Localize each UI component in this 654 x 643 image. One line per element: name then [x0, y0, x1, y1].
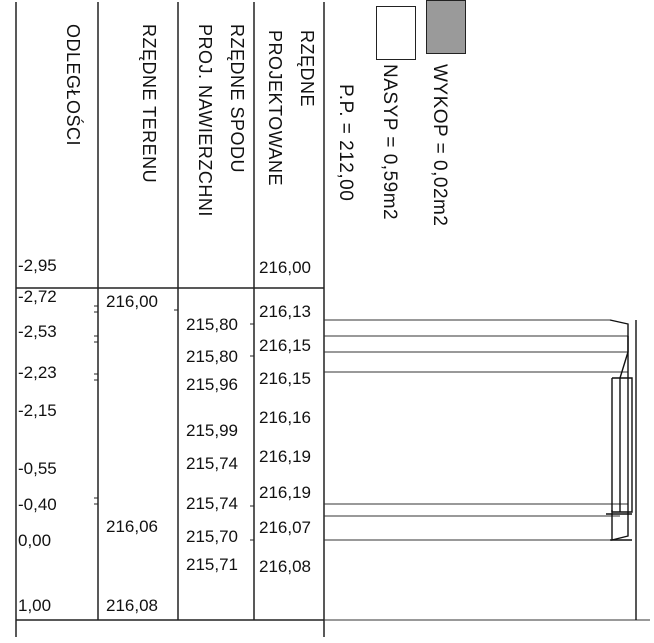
projected-value: 216,16: [259, 408, 311, 427]
distance-value: 0,00: [18, 531, 52, 550]
terrain-value: 216,06: [106, 517, 158, 536]
projected-value: 216,19: [259, 483, 311, 502]
projected-value: 216,13: [259, 302, 311, 321]
terrain-value: 216,08: [106, 596, 158, 615]
spod-value: 215,70: [186, 527, 238, 546]
header-spod-line2: PROJ. NAWIERZCHNI: [195, 24, 215, 217]
header-proj-line2: PROJEKTOWANE: [265, 30, 285, 187]
spod-value: 215,99: [186, 421, 238, 440]
spod-value: 215,74: [186, 454, 238, 473]
nasyp-swatch: [376, 6, 416, 60]
wykop-swatch: [426, 0, 466, 54]
legend-pp: P.P. = 212,00: [335, 84, 356, 202]
projected-value: 216,15: [259, 369, 311, 388]
spod-value: 215,96: [186, 375, 238, 394]
header-proj-line1: RZĘDNE: [297, 30, 317, 108]
spod-value: 215,74: [186, 494, 238, 513]
distance-value: -2,95: [18, 256, 57, 275]
projected-value: 216,08: [259, 557, 311, 576]
distance-value: -0,55: [18, 459, 57, 478]
projected-value: 216,15: [259, 336, 311, 355]
distance-value: -2,72: [18, 287, 57, 306]
spod-value: 215,80: [186, 315, 238, 334]
legend-nasyp: NASYP = 0,59m2: [379, 64, 400, 221]
distance-value: -2,15: [18, 401, 57, 420]
spod-value: 215,71: [186, 555, 238, 574]
projected-value: 216,19: [259, 447, 311, 466]
distance-value: -2,23: [18, 363, 57, 382]
projected-value: 216,07: [259, 518, 311, 537]
header-spod-line1: RZĘDNE SPODU: [227, 24, 247, 174]
legend-wykop: WYKOP = 0,02m2: [429, 64, 450, 227]
distance-value: -2,53: [18, 322, 57, 341]
header-rzedne-terenu: RZĘDNE TERENU: [139, 24, 159, 184]
projected-value: 216,00: [259, 258, 311, 277]
header-odleglosci: ODLEGŁOŚCI: [63, 24, 83, 147]
spod-value: 215,80: [186, 347, 238, 366]
distance-value: 1,00: [18, 596, 52, 615]
terrain-value: 216,00: [106, 292, 158, 311]
distance-value: -0,40: [18, 495, 57, 514]
